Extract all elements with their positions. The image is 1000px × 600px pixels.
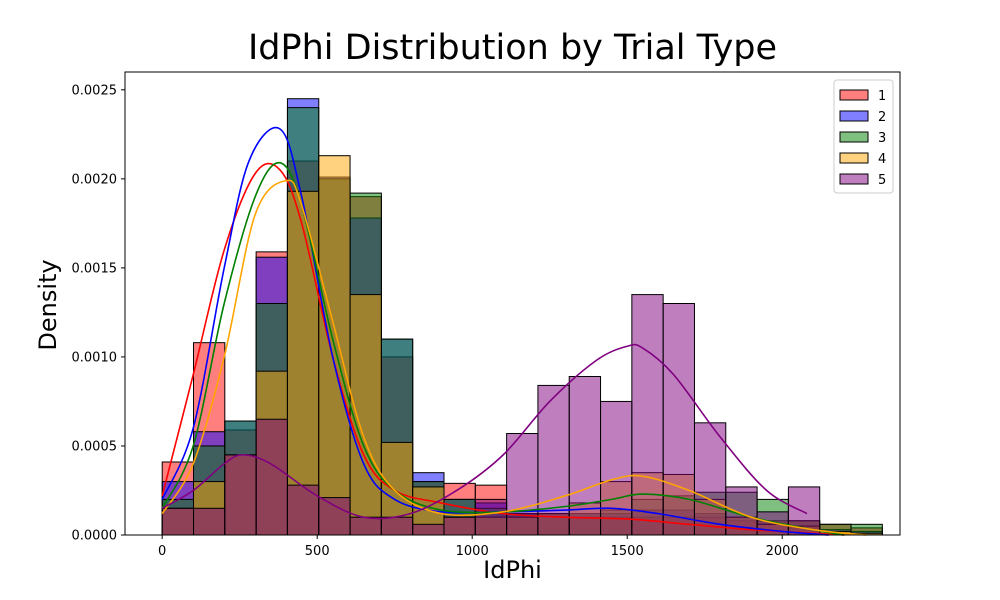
y-tick-label: 0.0005: [72, 439, 118, 454]
plot-frame: [124, 71, 901, 536]
legend-label-series-2: 2: [878, 110, 886, 125]
legend-swatch-series-1: [839, 89, 869, 101]
histogram-bar-series-4: [286, 190, 320, 536]
histogram-bar-series-5: [443, 516, 476, 536]
x-tick-label: 1000: [456, 544, 489, 559]
histogram-bar-series-5: [380, 516, 414, 536]
histogram-bar-series-5: [349, 516, 382, 536]
histogram-bar-series-4: [349, 294, 382, 536]
y-tick-label: 0.0025: [72, 83, 118, 98]
kde-line-series-1: [161, 162, 845, 536]
y-tick-label: 0.0000: [72, 529, 118, 544]
legend-swatch-series-2: [839, 110, 869, 122]
histogram-bar-series-5: [412, 523, 445, 536]
x-axis-label: IdPhi: [483, 556, 542, 584]
kde-line-series-3: [161, 162, 845, 536]
y-tick-label: 0.0015: [72, 261, 118, 276]
histogram-bar-series-5: [537, 384, 570, 536]
chart-title: IdPhi Distribution by Trial Type: [247, 28, 778, 68]
x-tick-label: 2000: [766, 544, 799, 559]
histogram-bar-series-5: [474, 498, 508, 536]
y-tick-label: 0.0020: [72, 172, 118, 187]
histogram-bar-series-5: [224, 454, 257, 536]
histogram-bar-series-5: [286, 484, 320, 536]
kde-line-series-4: [161, 179, 866, 536]
legend-swatch-series-4: [839, 152, 869, 164]
kde-line-series-2: [161, 126, 829, 536]
histogram-bar-series-5: [318, 497, 351, 536]
legend-swatch-series-5: [839, 173, 869, 185]
histogram-bar-series-5: [568, 376, 602, 536]
legend-swatch-series-3: [839, 131, 869, 143]
legend-label-series-4: 4: [878, 152, 886, 167]
x-tick-label: 1500: [611, 544, 644, 559]
histogram-bar-series-5: [631, 294, 664, 536]
legend-label-series-3: 3: [878, 131, 886, 146]
histogram-bar-series-5: [693, 422, 727, 536]
kde-line-series-5: [161, 343, 808, 520]
legend-label-series-5: 5: [878, 173, 886, 188]
histogram-bar-series-5: [193, 507, 226, 536]
x-tick-label: 500: [305, 544, 330, 559]
histogram-bar-series-5: [600, 400, 633, 536]
histogram-bar-series-5: [255, 418, 288, 536]
histogram-bar-series-5: [161, 507, 195, 536]
histogram-bar-series-5: [506, 432, 539, 536]
y-tick-label: 0.0010: [72, 350, 118, 365]
legend-label-series-1: 1: [878, 89, 886, 104]
x-tick-label: 0: [158, 544, 166, 559]
